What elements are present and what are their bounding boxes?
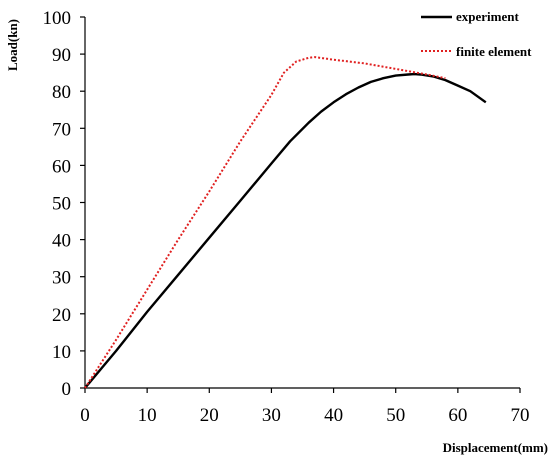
x-tick-label: 70 xyxy=(511,405,530,426)
x-axis-title: Displacement(mm) xyxy=(443,440,548,455)
x-tick-label: 0 xyxy=(80,405,90,426)
y-tick-label: 80 xyxy=(52,82,71,103)
x-ticks: 0 10 20 30 40 50 60 70 xyxy=(80,388,530,426)
y-tick-label: 70 xyxy=(52,119,71,140)
x-tick-label: 40 xyxy=(324,405,343,426)
x-tick-label: 60 xyxy=(448,405,467,426)
y-tick-label: 90 xyxy=(52,45,71,66)
legend-label-experiment: experiment xyxy=(456,9,519,24)
x-tick-label: 50 xyxy=(386,405,405,426)
y-tick-label: 30 xyxy=(52,268,71,289)
y-axis-title: Load(kn) xyxy=(5,19,20,71)
y-tick-label: 100 xyxy=(43,8,72,29)
y-tick-label: 0 xyxy=(62,379,72,400)
y-tick-label: 60 xyxy=(52,156,71,177)
y-tick-label: 40 xyxy=(52,231,71,252)
x-tick-label: 10 xyxy=(138,405,157,426)
x-tick-label: 30 xyxy=(262,405,281,426)
y-tick-label: 50 xyxy=(52,194,71,215)
x-tick-label: 20 xyxy=(200,405,219,426)
series-line-finite-element xyxy=(84,56,446,389)
y-tick-label: 10 xyxy=(52,342,71,363)
axes: 0 10 20 30 40 50 60 70 0 10 20 30 40 50 60 70 80 90 100 xyxy=(43,8,530,426)
y-tick-label: 20 xyxy=(52,305,71,326)
series-layer xyxy=(84,56,487,389)
y-ticks: 0 10 20 30 40 50 60 70 80 90 100 xyxy=(43,8,85,400)
legend: experiment finite element xyxy=(421,9,532,59)
series-line-experiment xyxy=(84,72,487,389)
legend-label-finite-element: finite element xyxy=(456,44,532,59)
